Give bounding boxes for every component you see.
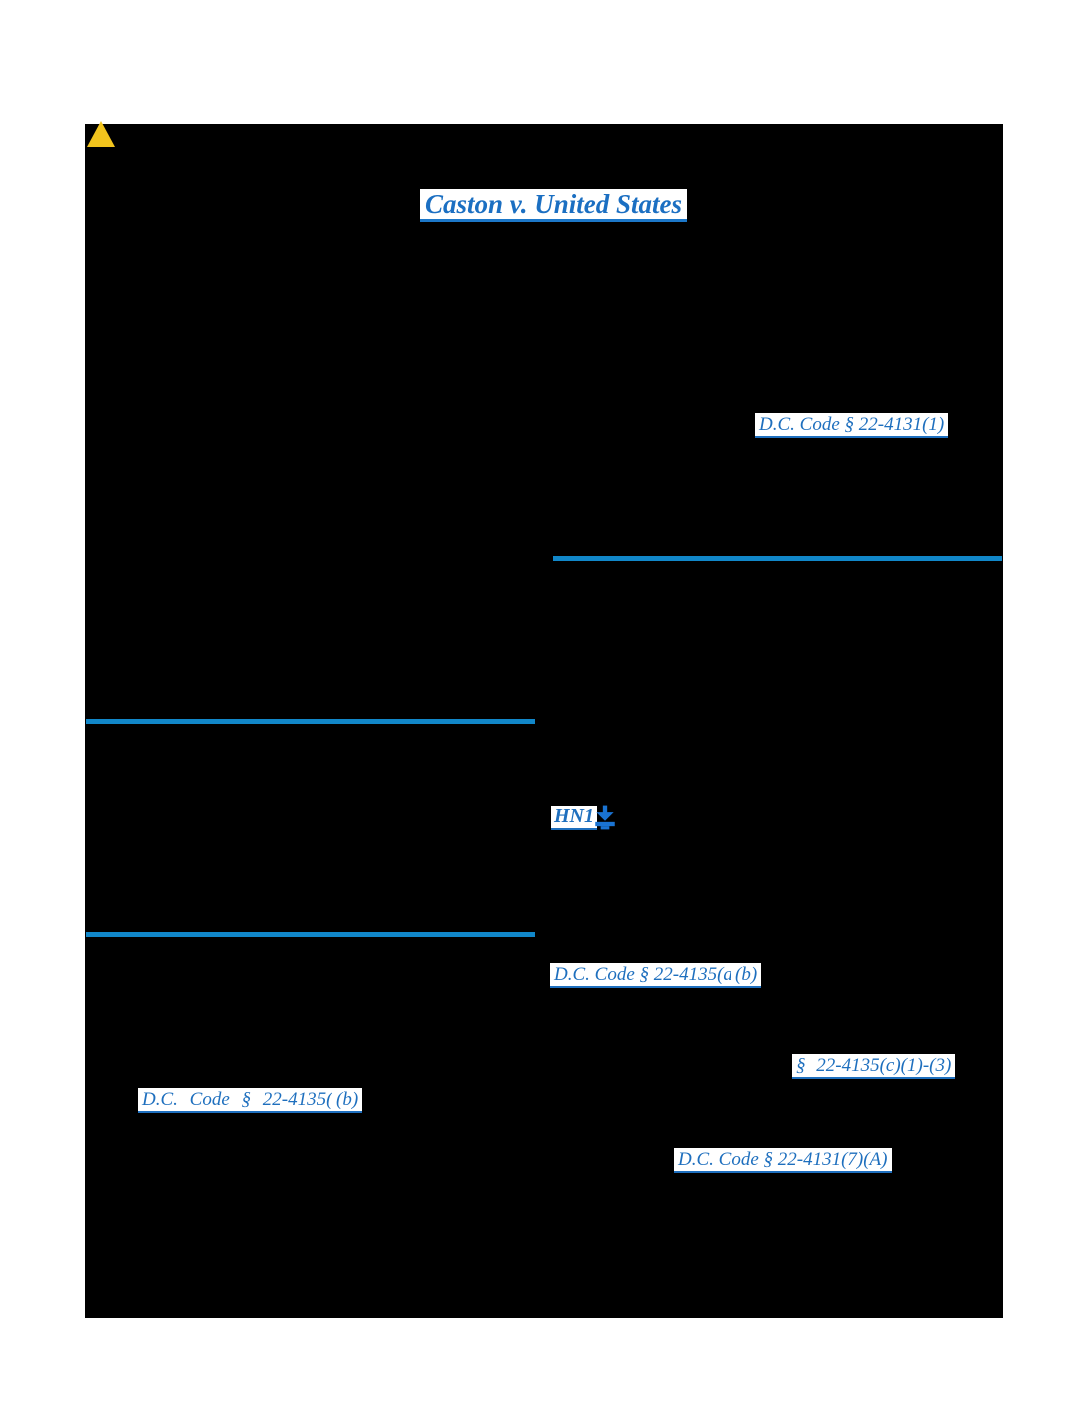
arrow-down-to-bar-icon[interactable] bbox=[592, 804, 618, 831]
headnote-hn1-link[interactable]: HN1 bbox=[551, 806, 597, 830]
section-divider bbox=[86, 932, 535, 937]
statute-link-dc-code-22-4131-7-a[interactable]: D.C. Code § 22-4131(7)(A) bbox=[674, 1148, 892, 1173]
statute-link-dc-code-22-4131-1[interactable]: D.C. Code § 22-4131(1) bbox=[755, 413, 949, 438]
statute-link-dc-code-22-4135-a[interactable]: D.C. Code § 22-4135(a) bbox=[550, 963, 744, 988]
statute-link-subsection-b[interactable]: (b) bbox=[731, 963, 762, 988]
statute-link-dc-code-22-4135-a[interactable]: D.C. Code § 22-4135(a) bbox=[138, 1088, 353, 1113]
section-divider bbox=[553, 556, 1002, 561]
statute-link-subsection-b[interactable]: (b) bbox=[332, 1088, 363, 1113]
caution-triangle-icon[interactable] bbox=[86, 120, 116, 148]
section-divider bbox=[86, 719, 535, 724]
case-title-link[interactable]: Caston v. United States bbox=[420, 189, 688, 222]
statute-link-22-4135-c-1-3[interactable]: § 22-4135(c)(1)-(3) bbox=[792, 1054, 956, 1079]
